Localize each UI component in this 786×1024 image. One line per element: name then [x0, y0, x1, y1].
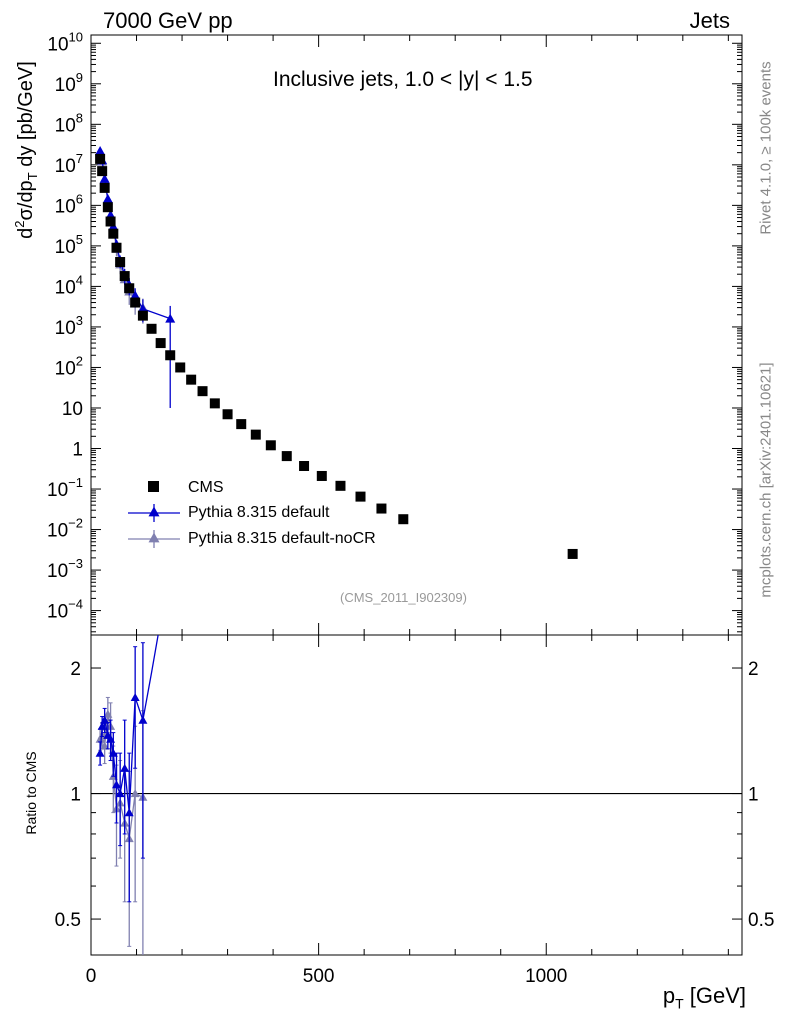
pythia-default-point — [130, 290, 141, 300]
cms-data-point — [398, 514, 409, 525]
analysis-id: (CMS_2011_I902309) — [340, 590, 467, 605]
cms-data-point — [250, 429, 261, 440]
ratio-y-tick-label-right: 1 — [748, 785, 759, 806]
legend-label-pythia-default: Pythia 8.315 default — [188, 504, 330, 521]
cms-data-point — [155, 338, 166, 349]
main-y-tick-label: 10−4 — [47, 597, 83, 623]
pythia-default-ratio-point — [120, 763, 130, 772]
cms-data-point — [105, 216, 116, 227]
pythia-default-ratio-point — [108, 748, 118, 757]
main-y-tick-label: 109 — [55, 70, 83, 96]
legend-marker-pythia-default — [148, 506, 160, 517]
cms-data-point — [124, 283, 135, 294]
ratio-y-tick-label: 0.5 — [55, 910, 81, 931]
plot-title: Inclusive jets, 1.0 < |y| < 1.5 — [273, 68, 533, 91]
pythia-default-ratio-point — [111, 780, 121, 789]
pythia-default-point — [95, 145, 106, 155]
main-y-tick-label: 104 — [55, 272, 83, 298]
pythia-default-ratio-point — [130, 692, 140, 702]
cms-data-point — [97, 166, 108, 177]
pythia-nocr-ratio-point — [130, 789, 140, 798]
cms-data-point — [209, 398, 220, 409]
x-tick-label: 500 — [303, 966, 335, 987]
cms-data-point — [567, 548, 578, 559]
cms-data-point — [146, 323, 157, 334]
cms-data-point — [281, 451, 292, 462]
cms-data-point — [165, 350, 176, 361]
main-y-tick-label: 105 — [55, 232, 83, 258]
cms-data-point — [376, 503, 387, 514]
legend-label-pythia-nocr: Pythia 8.315 default-noCR — [188, 530, 376, 547]
cms-data-point — [119, 271, 130, 282]
main-y-tick-label: 108 — [55, 110, 83, 136]
ratio-y-tick-label-right: 0.5 — [748, 910, 774, 931]
x-axis-label: pT [GeV] — [662, 983, 746, 1012]
cms-data-point — [299, 461, 310, 472]
cms-data-point — [265, 440, 276, 451]
ratio-y-tick-label-right: 2 — [748, 659, 759, 680]
x-tick-label: 0 — [86, 966, 97, 987]
process-label: Jets — [689, 8, 730, 33]
cms-data-point — [130, 297, 141, 308]
pythia-nocr-ratio-point — [100, 741, 110, 750]
pythia-default-ratio-point — [124, 808, 134, 817]
main-y-tick-label: 10−1 — [47, 475, 83, 501]
cms-data-point — [316, 470, 327, 481]
main-plot-frame — [90, 34, 743, 636]
main-y-tick-label: 106 — [55, 191, 83, 217]
ratio-series-group — [95, 635, 159, 955]
pythia-default-point — [99, 173, 110, 183]
main-y-tick-label: 10−2 — [47, 516, 83, 542]
cms-data-point — [115, 257, 126, 268]
cms-data-point — [186, 374, 197, 385]
cms-data-point — [355, 491, 366, 502]
main-y-tick-label: 107 — [55, 151, 83, 177]
cms-data-point — [95, 153, 106, 164]
cms-data-point — [175, 362, 186, 373]
cms-data-point — [236, 419, 247, 430]
legend-label-cms: CMS — [188, 479, 224, 496]
main-y-tick-label: 102 — [55, 353, 83, 379]
ratio-y-tick-label: 2 — [70, 659, 81, 680]
energy-label: 7000 GeV pp — [103, 8, 233, 33]
pythia-default-ratio-point — [138, 715, 148, 724]
pythia-default-ratio-point — [95, 748, 105, 757]
legend-marker-cms — [148, 481, 159, 492]
pythia-default-ratio-point — [115, 789, 125, 798]
cms-data-point — [108, 228, 119, 239]
pythia-default-point — [102, 193, 113, 203]
ratio-plot-frame — [90, 634, 743, 956]
ratio-y-tick-label: 1 — [70, 785, 81, 806]
main-y-tick-label: 103 — [55, 313, 83, 339]
pythia-default-ratio-point — [100, 715, 110, 724]
cms-data-point — [335, 480, 346, 491]
main-y-tick-label: 10−3 — [47, 556, 83, 582]
main-y-tick-label: 10 — [62, 399, 83, 420]
cms-data-point — [102, 202, 113, 213]
main-y-tick-label: 1010 — [47, 29, 83, 55]
main-y-tick-label: 1 — [72, 440, 83, 461]
legend-marker-pythia-nocr — [148, 532, 160, 543]
cms-data-point — [222, 409, 233, 420]
pythia-default-point — [165, 313, 176, 323]
cms-data-point — [197, 386, 208, 397]
main-series-group — [95, 145, 578, 559]
x-tick-label: 1000 — [525, 966, 567, 987]
cms-data-point — [137, 310, 148, 321]
pythia-default-point — [137, 303, 148, 313]
cms-data-point — [99, 182, 110, 193]
cms-data-point — [111, 242, 122, 253]
